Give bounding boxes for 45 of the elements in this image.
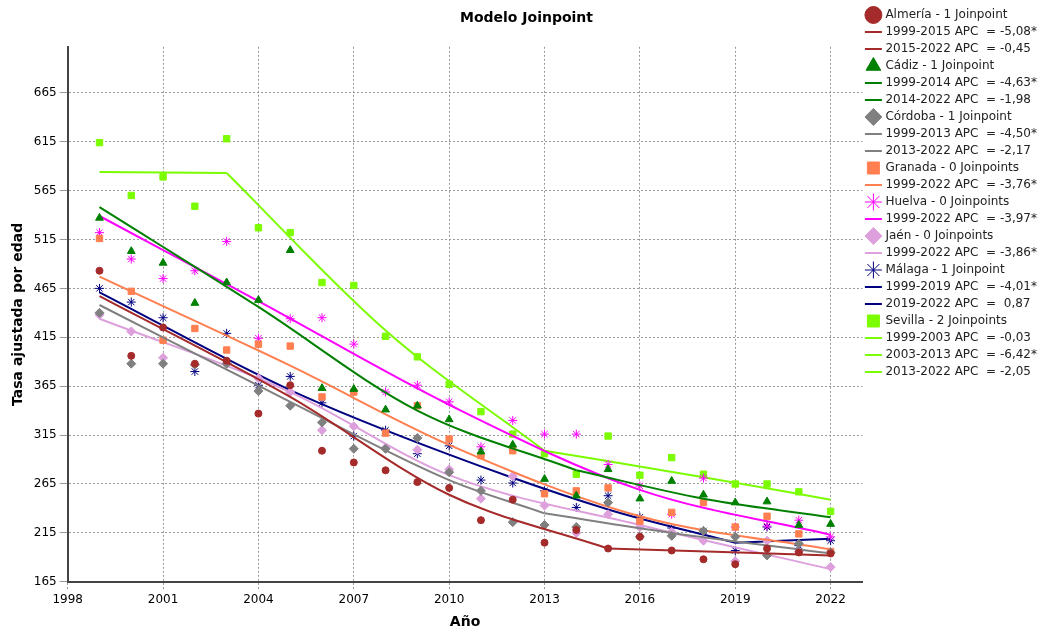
chart-title: Modelo Joinpoint xyxy=(459,9,594,26)
legend-label: 2003-2013 APC = -6,42* xyxy=(885,347,1037,362)
legend-label: 1999-2022 APC = -3,76* xyxy=(885,177,1037,192)
legend-label: 1999-2022 APC = -3,86* xyxy=(885,245,1037,260)
x-tick-label: 2013 xyxy=(529,592,560,607)
y-tick-label: 465 xyxy=(33,280,57,295)
y-tick-label: 665 xyxy=(33,84,57,99)
legend-label: 1999-2022 APC = -3,97* xyxy=(885,211,1037,226)
legend-label: Huelva - 0 Joinpoints xyxy=(885,194,1010,209)
y-tick-label: 565 xyxy=(33,182,57,197)
y-tick-label: 165 xyxy=(33,573,57,588)
legend-label: 2013-2022 APC = -2,05 xyxy=(885,364,1031,379)
x-tick-label: 1998 xyxy=(52,592,83,607)
legend-label: Málaga - 1 Joinpoint xyxy=(885,262,1005,277)
y-tick-label: 515 xyxy=(33,231,57,246)
legend-label: Cádiz - 1 Joinpoint xyxy=(885,58,995,73)
legend-label: Jaén - 0 Joinpoints xyxy=(884,228,994,243)
legend-label: Almería - 1 Joinpoint xyxy=(885,7,1008,22)
legend-label: Córdoba - 1 Joinpoint xyxy=(885,109,1012,124)
y-tick-label: 315 xyxy=(33,427,57,442)
legend-label: 1999-2003 APC = -0,03 xyxy=(885,330,1031,345)
legend-label: 2015-2022 APC = -0,45 xyxy=(885,41,1031,56)
x-tick-label: 2007 xyxy=(338,592,370,607)
x-tick-label: 2019 xyxy=(719,592,751,607)
legend-label: 1999-2014 APC = -4,63* xyxy=(885,75,1037,90)
y-tick-label: 265 xyxy=(33,476,57,491)
legend-label: 1999-2019 APC = -4,01* xyxy=(885,279,1037,294)
x-axis-title: Año xyxy=(449,613,481,630)
y-tick-label: 615 xyxy=(33,133,57,148)
legend-label: 1999-2015 APC = -5,08* xyxy=(885,24,1037,39)
x-tick-label: 2001 xyxy=(147,592,179,607)
x-tick-label: 2016 xyxy=(624,592,656,607)
legend-label: 1999-2013 APC = -4,50* xyxy=(885,126,1037,141)
legend-label: 2019-2022 APC = 0,87 xyxy=(885,296,1031,311)
x-tick-label: 2010 xyxy=(433,592,465,607)
y-tick-label: 215 xyxy=(33,525,57,540)
x-tick-label: 2022 xyxy=(815,592,846,607)
y-axis-title: Tasa ajustada por edad xyxy=(9,222,26,406)
y-tick-label: 415 xyxy=(33,329,57,344)
legend-label: Granada - 0 Joinpoints xyxy=(885,160,1020,175)
legend-label: Sevilla - 2 Joinpoints xyxy=(885,313,1007,328)
legend-label: 2014-2022 APC = -1,98 xyxy=(885,92,1031,107)
legend-label: 2013-2022 APC = -2,17 xyxy=(885,143,1031,158)
y-tick-label: 365 xyxy=(33,378,57,393)
x-tick-label: 2004 xyxy=(243,592,274,607)
